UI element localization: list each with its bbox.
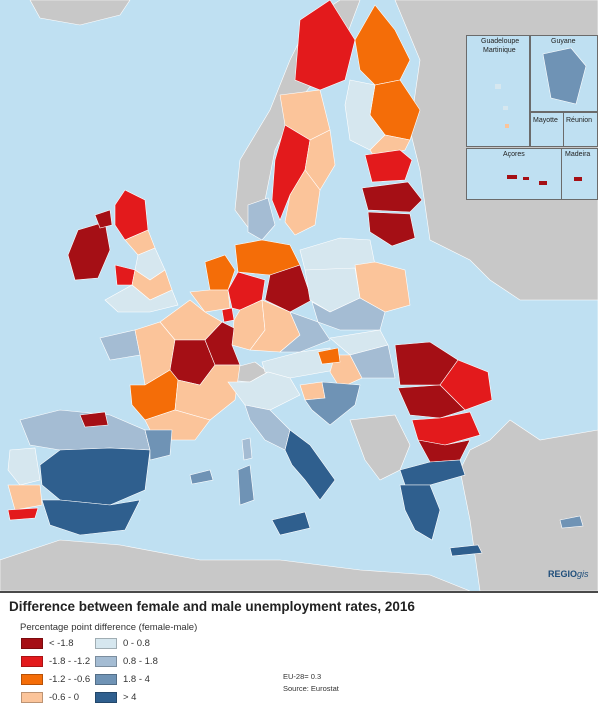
legend-label: 0.8 - 1.8 — [123, 656, 158, 667]
region-ireland — [67, 221, 111, 281]
legend-label: -1.8 - -1.2 — [49, 656, 91, 667]
region-hungary-east — [349, 344, 396, 379]
region-finland-north — [354, 4, 411, 86]
region-romania-south — [397, 384, 466, 419]
madeira-shape — [574, 177, 582, 181]
region-bulgaria-south — [417, 439, 471, 463]
legend-item: 1.8 - 4 — [95, 673, 150, 686]
legend-item: > 4 — [95, 691, 136, 704]
label-madeira: Madeira — [565, 151, 591, 158]
source-note: Source: Eurostat — [283, 684, 339, 693]
region-cyprus — [559, 515, 584, 529]
non-eu-land-north-africa — [0, 539, 471, 591]
legend-swatch — [95, 656, 117, 667]
region-portugal-north — [7, 447, 41, 486]
guyane-shape — [542, 47, 587, 105]
map-divider — [0, 591, 598, 593]
non-eu-land-iceland — [29, 0, 131, 26]
region-corsica — [241, 437, 253, 461]
legend-swatch — [21, 674, 43, 685]
inset-guyane: Guyane — [530, 35, 598, 112]
legend-item: < -1.8 — [21, 637, 74, 650]
region-romania-east — [439, 359, 493, 411]
label-mayotte: Mayotte — [533, 117, 558, 124]
region-greek-islands — [449, 544, 483, 557]
inset-madeira: Madeira — [561, 148, 598, 200]
legend-swatch — [21, 692, 43, 703]
regiogis-italic: gis — [577, 569, 589, 579]
region-luxembourg — [221, 307, 235, 323]
region-denmark — [247, 197, 276, 241]
label-reunion: Réunion — [566, 117, 593, 124]
region-greece-north — [399, 459, 466, 486]
region-sweden-east — [304, 129, 336, 191]
non-eu-land-east — [394, 0, 598, 591]
legend-swatch — [21, 638, 43, 649]
regiogis-logo: REGIOgis — [548, 569, 589, 579]
region-croatia — [304, 381, 361, 426]
europe-map — [0, 0, 598, 591]
region-sweden-north — [294, 0, 356, 91]
inset-reunion: Réunion — [563, 112, 598, 147]
region-lithuania — [367, 211, 416, 247]
region-greece-south — [399, 484, 441, 541]
legend-label: > 4 — [123, 692, 137, 703]
region-germany-east — [264, 264, 313, 313]
region-netherlands — [204, 254, 236, 291]
region-slovenia — [299, 381, 326, 401]
legend-swatch — [95, 638, 117, 649]
label-guadeloupe: Guadeloupe — [481, 38, 520, 45]
guadeloupe-martinique-shapes — [495, 84, 509, 128]
region-sweden-south — [284, 169, 321, 236]
eu-average-note: EU-28= 0.3 — [283, 672, 322, 681]
legend-label: -1.2 - -0.6 — [49, 674, 91, 685]
legend-item: 0 - 0.8 — [95, 637, 150, 650]
label-acores: Açores — [503, 151, 525, 158]
legend-title: Percentage point difference (female-male… — [20, 622, 198, 633]
legend-label: 0 - 0.8 — [123, 638, 150, 649]
region-sardinia — [237, 464, 255, 506]
region-spain-south — [41, 499, 141, 536]
inset-guadeloupe-martinique: Guadeloupe Martinique — [466, 35, 530, 147]
region-italy-south — [284, 429, 336, 501]
legend-swatch — [95, 692, 117, 703]
acores-shapes — [507, 175, 547, 185]
legend-item: 0.8 - 1.8 — [95, 655, 158, 668]
region-belgium — [189, 289, 231, 313]
region-italy-center — [244, 404, 291, 451]
region-estonia — [364, 149, 413, 183]
region-basque — [79, 411, 109, 428]
region-latvia — [361, 181, 423, 213]
legend-item: -0.6 - 0 — [21, 691, 79, 704]
region-england-south — [104, 284, 179, 313]
region-hungary-central — [317, 347, 341, 365]
region-balearic — [189, 469, 214, 485]
legend-label: < -1.8 — [49, 638, 74, 649]
regiogis-bold: REGIO — [548, 569, 578, 579]
inset-acores: Açores — [466, 148, 562, 200]
region-poland-south — [311, 297, 386, 331]
inset-mayotte: Mayotte — [530, 112, 564, 147]
map-title: Difference between female and male unemp… — [9, 599, 415, 614]
legend-label: -0.6 - 0 — [49, 692, 80, 703]
region-sicily — [271, 511, 311, 536]
label-guyane: Guyane — [551, 38, 576, 45]
legend-swatch — [95, 674, 117, 685]
region-france-brittany — [99, 329, 141, 361]
label-martinique: Martinique — [483, 47, 516, 54]
region-catalonia — [144, 429, 173, 461]
legend-item: -1.2 - -0.6 — [21, 673, 90, 686]
region-wales — [114, 264, 136, 286]
region-portugal-south — [7, 507, 39, 521]
legend-item: -1.8 - -1.2 — [21, 655, 90, 668]
region-northern-ireland — [94, 209, 113, 229]
legend-swatch — [21, 656, 43, 667]
region-portugal-center — [7, 484, 43, 511]
legend-label: 1.8 - 4 — [123, 674, 150, 685]
region-spain-central — [39, 447, 151, 506]
map-area: Guadeloupe Martinique Guyane Mayotte Réu… — [0, 0, 598, 591]
